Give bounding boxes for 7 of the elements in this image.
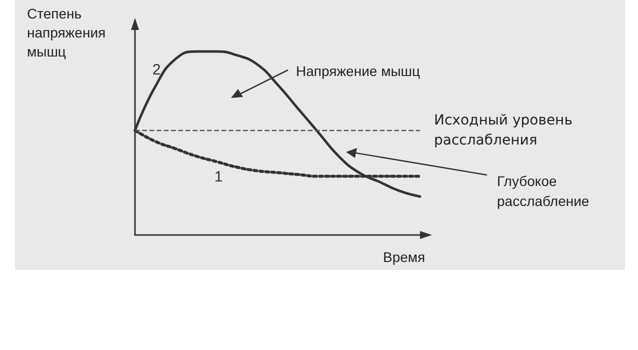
text: Глубокое расслабление	[497, 173, 590, 209]
series-label: 1	[214, 168, 223, 186]
ref-line-label: Исходный уровень расслабления	[434, 112, 572, 148]
series-label: 2	[152, 61, 161, 78]
y-axis-title: Степень напряжения мышц	[27, 6, 106, 60]
x-axis-title: Время	[383, 249, 426, 265]
annotation: Напряжение мышц	[296, 63, 420, 79]
